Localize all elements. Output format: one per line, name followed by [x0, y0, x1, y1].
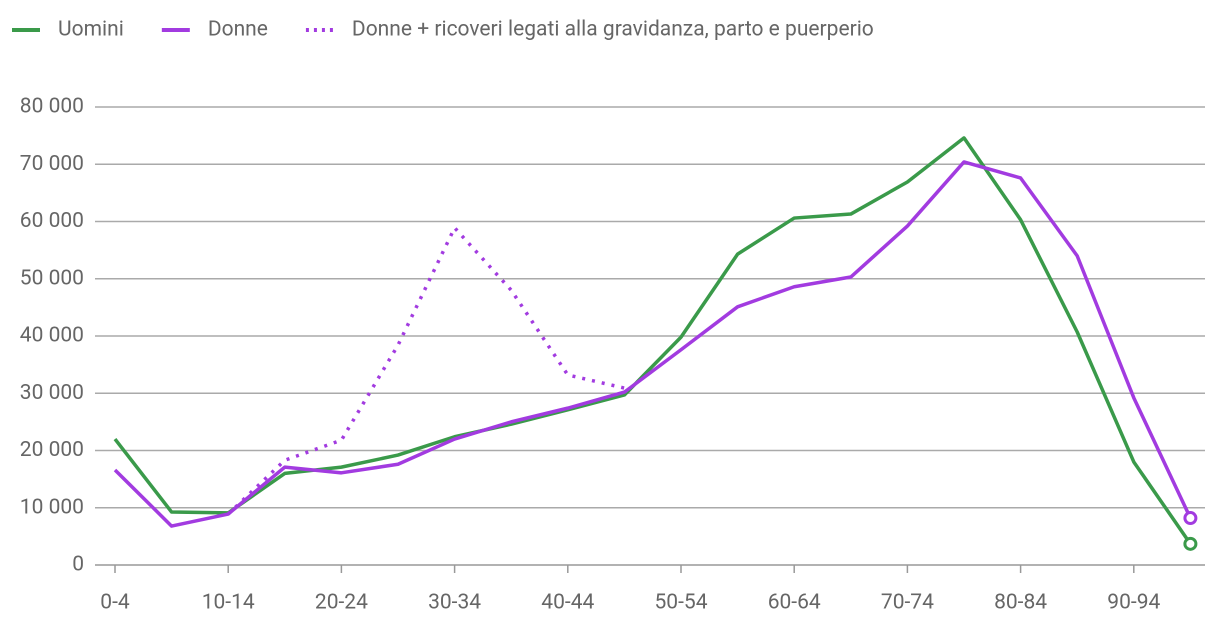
- x-tick-label: 0-4: [100, 591, 130, 615]
- series-line: [113, 160, 1192, 528]
- x-tick-label: 10-14: [202, 591, 255, 615]
- x-tick-label: 50-54: [654, 591, 707, 615]
- y-tick-label: 20 000: [20, 438, 84, 462]
- y-tick-label: 80 000: [20, 95, 84, 119]
- y-tick-label: 60 000: [20, 209, 84, 233]
- x-tick-label: 70-74: [881, 591, 934, 615]
- legend-label: Donne: [208, 18, 268, 42]
- series-line: [113, 136, 1192, 545]
- x-tick-label: 80-84: [994, 591, 1047, 615]
- y-tick-label: 50 000: [20, 266, 84, 290]
- x-tick-label: 60-64: [768, 591, 821, 615]
- x-tick-label: 40-44: [541, 591, 594, 615]
- end-marker: [1183, 511, 1198, 526]
- legend-label: Donne + ricoveri legati alla gravidanza,…: [352, 18, 874, 42]
- y-tick-label: 0: [72, 553, 84, 577]
- y-tick-label: 10 000: [20, 495, 84, 519]
- x-tick-label: 90-94: [1107, 591, 1160, 615]
- end-marker: [1183, 536, 1198, 551]
- x-tick-label: 30-34: [428, 591, 481, 615]
- series-line: [226, 226, 625, 516]
- legend-label: Uomini: [58, 18, 124, 42]
- y-tick-label: 70 000: [20, 152, 84, 176]
- y-tick-label: 40 000: [20, 324, 84, 348]
- x-tick-label: 20-24: [315, 591, 368, 615]
- y-tick-label: 30 000: [20, 381, 84, 405]
